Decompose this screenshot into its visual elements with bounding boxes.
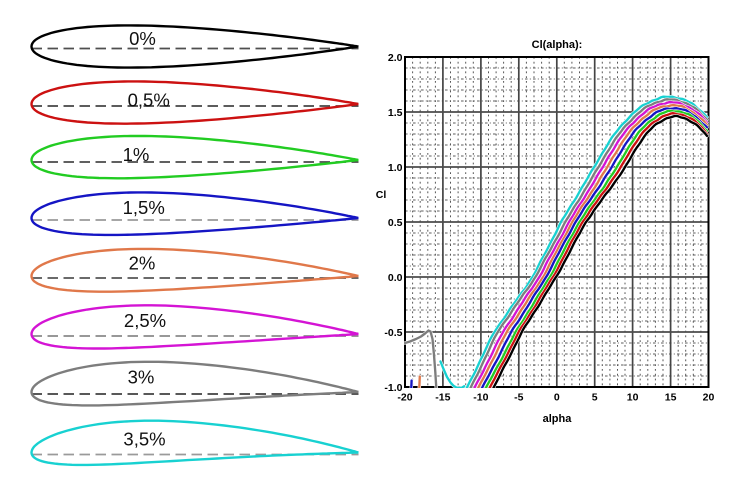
svg-text:0%: 0% (129, 28, 156, 49)
svg-text:-20: -20 (397, 392, 412, 404)
svg-text:0: 0 (554, 392, 560, 404)
svg-text:-1.0: -1.0 (384, 382, 402, 394)
svg-text:1%: 1% (123, 144, 150, 165)
svg-text:1.5: 1.5 (388, 107, 403, 119)
svg-text:2,5%: 2,5% (124, 310, 166, 331)
svg-text:alpha: alpha (543, 413, 573, 425)
svg-text:0,5%: 0,5% (128, 90, 170, 111)
svg-text:20: 20 (703, 392, 715, 404)
svg-text:15: 15 (665, 392, 677, 404)
svg-text:2.0: 2.0 (388, 52, 403, 64)
svg-text:10: 10 (627, 392, 639, 404)
svg-text:Cl(alpha):: Cl(alpha): (532, 39, 583, 51)
svg-text:0.0: 0.0 (388, 272, 403, 284)
svg-text:-15: -15 (435, 392, 450, 404)
svg-text:5: 5 (592, 392, 598, 404)
svg-text:-10: -10 (473, 392, 488, 404)
svg-text:1,5%: 1,5% (123, 197, 165, 218)
svg-text:Cl: Cl (376, 189, 387, 201)
svg-text:-0.5: -0.5 (384, 327, 402, 339)
svg-text:3,5%: 3,5% (123, 429, 165, 450)
svg-text:0.5: 0.5 (388, 217, 403, 229)
svg-text:3%: 3% (128, 367, 155, 388)
svg-text:2%: 2% (129, 253, 156, 274)
svg-text:-5: -5 (514, 392, 523, 404)
svg-text:1.0: 1.0 (388, 162, 403, 174)
